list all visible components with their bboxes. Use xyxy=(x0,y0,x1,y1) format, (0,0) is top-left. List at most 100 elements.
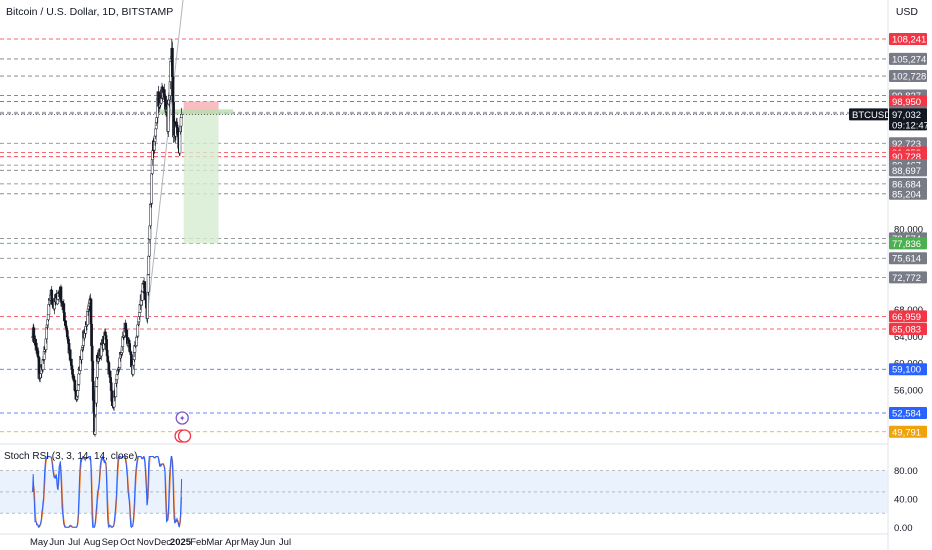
rsi-tick-label: 40.00 xyxy=(894,495,918,506)
bar-countdown-text: 09:12:47 xyxy=(892,120,929,131)
candle-body xyxy=(46,314,50,320)
price-level-label: 59,100 xyxy=(889,363,927,376)
candle-body xyxy=(63,312,66,321)
price-level-label: 66,959 xyxy=(889,310,927,323)
last-price-tag xyxy=(889,108,927,131)
symbol-tag-text: BTCUSD xyxy=(852,110,891,121)
candle-body xyxy=(135,336,138,346)
candle-body xyxy=(180,114,183,118)
stoch-rsi-label[interactable]: Stoch RSI (3, 3, 14, 14, close) xyxy=(4,451,138,462)
symbol-tag xyxy=(849,108,888,121)
price-level-tag xyxy=(889,271,927,284)
time-tick-label: May xyxy=(241,537,259,548)
price-level-label: 92,723 xyxy=(889,137,927,150)
candle-body xyxy=(143,293,147,300)
trend-line[interactable] xyxy=(147,0,184,313)
price-level-label: 75,614 xyxy=(889,252,927,265)
candle-body xyxy=(178,131,182,154)
price-level-label: 86,684 xyxy=(889,177,927,190)
candle xyxy=(180,107,183,119)
price-level-tag xyxy=(889,252,927,265)
time-tick-label: Nov xyxy=(137,537,154,548)
price-level-label: 72,772 xyxy=(889,271,927,284)
price-level-label: 108,241 xyxy=(889,33,927,46)
price-level-label: 98,950 xyxy=(889,95,927,108)
price-level-text: 88,697 xyxy=(892,166,921,177)
stoch-rsi-pane: 0.00 40.00 80.00 xyxy=(0,455,918,534)
time-tick-label: Jul xyxy=(68,537,80,548)
price-level-tag xyxy=(889,323,927,336)
short-position-tool[interactable] xyxy=(0,101,888,244)
us-flag-icon[interactable] xyxy=(177,429,192,443)
candle xyxy=(146,291,149,324)
time-tick-label: Feb xyxy=(190,537,206,548)
time-tick-label: Apr xyxy=(225,537,240,548)
time-tick-label: 2025 xyxy=(170,537,192,548)
price-tick-label: 64,000 xyxy=(894,332,923,343)
time-tick-label: Jun xyxy=(49,537,64,548)
price-level-text: 108,241 xyxy=(892,35,926,46)
candle-body xyxy=(147,255,151,275)
candle-body xyxy=(179,117,183,127)
time-tick-label: Aug xyxy=(84,537,101,548)
entry-band xyxy=(157,109,234,115)
price-level-text: 92,723 xyxy=(892,139,921,150)
candle xyxy=(77,373,81,386)
price-level-tag xyxy=(889,407,927,419)
price-level-text: 59,100 xyxy=(892,365,921,376)
event-icon[interactable] xyxy=(175,411,189,425)
price-level-text: 52,584 xyxy=(892,409,921,420)
price-level-text: 72,772 xyxy=(892,273,921,284)
price-level-text: 86,684 xyxy=(892,179,921,190)
time-tick-label: Mar xyxy=(206,537,222,548)
price-level-label: 102,728 xyxy=(889,70,927,83)
candle-body xyxy=(77,373,81,385)
candle-body xyxy=(90,323,93,347)
candle-body xyxy=(154,128,158,137)
price-level-label: 77,836 xyxy=(889,237,927,250)
price-level-text: 85,204 xyxy=(892,189,921,200)
currency-label[interactable]: USD xyxy=(895,6,918,18)
price-level-tag xyxy=(889,310,927,323)
time-tick-label: Oct xyxy=(120,537,135,548)
candle-body xyxy=(94,386,98,404)
candle-body xyxy=(146,291,149,319)
candle xyxy=(105,338,108,351)
price-level-tag xyxy=(889,33,927,45)
candle-body xyxy=(50,289,54,300)
price-level-text: 65,083 xyxy=(892,325,921,336)
candle-body xyxy=(136,324,140,337)
price-level-text: 77,836 xyxy=(892,239,921,250)
candle-body xyxy=(67,338,70,344)
candle-body xyxy=(167,103,170,132)
price-tick-label: 56,000 xyxy=(894,386,923,397)
take-profit-zone[interactable] xyxy=(183,114,219,244)
candle-body xyxy=(171,76,175,103)
price-level-tag xyxy=(889,237,927,250)
price-level-text: 102,728 xyxy=(892,72,926,83)
candle-body xyxy=(50,299,54,305)
time-tick-label: Sep xyxy=(102,537,119,548)
price-level-label: 65,083 xyxy=(889,323,927,336)
price-level-tag xyxy=(889,425,927,438)
price-level-tag xyxy=(889,52,927,65)
price-level-text: 66,959 xyxy=(892,312,921,323)
candle-body xyxy=(89,298,93,325)
price-level-tag xyxy=(889,70,927,83)
candle xyxy=(150,169,153,208)
candle-body xyxy=(76,390,80,397)
price-level-tag xyxy=(889,363,927,376)
last-price-text: 97,032 xyxy=(892,110,921,121)
events[interactable]: ✦ xyxy=(174,411,192,443)
price-level-tag xyxy=(889,177,927,190)
price-level-label: 49,791 xyxy=(889,425,927,438)
price-level-label: 52,584 xyxy=(889,407,927,420)
candles xyxy=(31,41,183,437)
price-level-tag xyxy=(889,164,927,177)
rsi-tick-label: 0.00 xyxy=(894,523,913,534)
rsi-k-line xyxy=(32,455,183,529)
